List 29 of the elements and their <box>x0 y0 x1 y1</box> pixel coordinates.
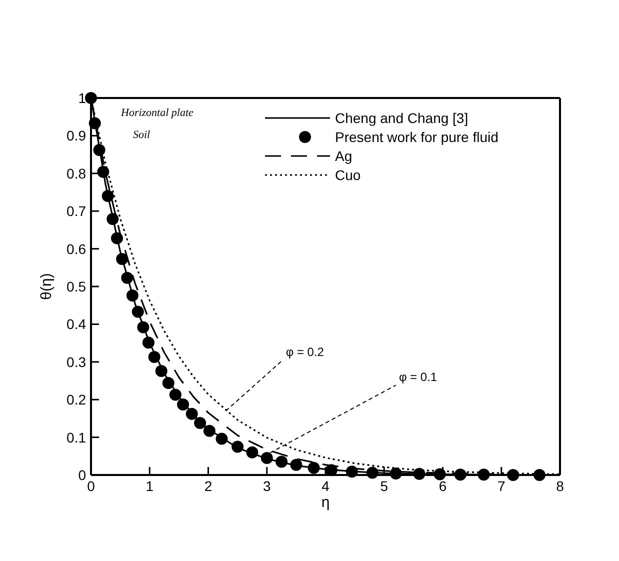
y-axis-title: θ(η) <box>38 273 55 300</box>
y-tick-label: 1 <box>78 90 86 106</box>
annotation: φ = 0.1 <box>398 370 438 384</box>
x-tick-label: 5 <box>380 478 388 494</box>
annotation: Horizontal plate <box>120 107 194 119</box>
x-tick-label: 8 <box>556 478 564 494</box>
x-axis-title: η <box>321 494 330 511</box>
x-tick-label: 4 <box>322 478 330 494</box>
y-tick-label: 0.3 <box>66 354 86 370</box>
x-tick-label: 7 <box>497 478 506 494</box>
legend-label: Ag <box>335 148 352 164</box>
y-tick-label: 0.9 <box>66 128 86 144</box>
y-tick-label: 0.8 <box>66 165 86 182</box>
y-tick-label: 0.2 <box>66 392 86 408</box>
x-tick-label: 3 <box>262 478 271 494</box>
y-tick-label: 0 <box>78 467 86 483</box>
y-tick-label: 0.4 <box>66 316 86 332</box>
y-tick-label: 0.5 <box>66 278 86 294</box>
annotation: Soil <box>133 129 150 141</box>
x-tick-label: 2 <box>204 478 212 494</box>
legend-label: Cheng and Chang [3] <box>335 110 468 126</box>
y-tick-label: 0.6 <box>66 240 86 257</box>
y-tick-label: 0.7 <box>66 203 86 220</box>
legend-label: Cuo <box>335 167 361 183</box>
y-tick-label: 0.1 <box>66 429 86 446</box>
x-tick-label: 6 <box>438 478 447 494</box>
x-tick-label: 1 <box>146 478 154 494</box>
legend-label: Present work for pure fluid <box>335 129 498 145</box>
annotation: φ = 0.2 <box>286 344 324 359</box>
